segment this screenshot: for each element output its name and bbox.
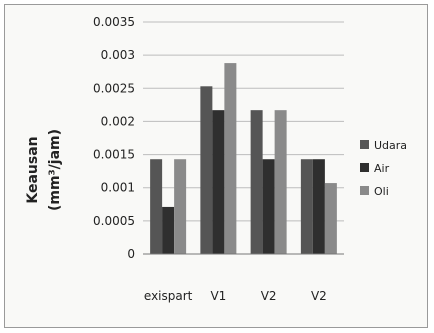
bars <box>150 63 337 255</box>
bar-air-3 <box>312 159 325 254</box>
legend-label-air: Air <box>374 162 390 175</box>
x-category-label: V2 <box>311 289 327 303</box>
legend-swatch-oli <box>360 186 369 195</box>
x-category-label: V2 <box>261 289 277 303</box>
y-tick-label: 0.0025 <box>93 81 135 95</box>
x-category-label: V1 <box>210 289 226 303</box>
y-tick-label: 0.002 <box>101 114 135 128</box>
bar-udara-1 <box>200 86 213 254</box>
x-category-label: exispart <box>144 289 193 303</box>
bar-oli-0 <box>174 159 187 254</box>
bar-oli-2 <box>274 110 287 254</box>
y-tick-label: 0.003 <box>101 48 135 62</box>
legend: Udara Air Oli <box>360 139 407 198</box>
legend-swatch-udara <box>360 140 369 149</box>
y-axis-label-line1: Keausan <box>25 136 41 203</box>
legend-label-oli: Oli <box>374 185 389 198</box>
bar-udara-0 <box>150 159 163 254</box>
bar-air-0 <box>162 206 175 254</box>
legend-label-udara: Udara <box>374 139 407 152</box>
y-axis-label-line2: (mm³/jam) <box>47 129 63 211</box>
bar-air-2 <box>262 159 275 254</box>
x-category-labels: exispart V1 V2 V2 <box>144 289 327 303</box>
bar-udara-2 <box>250 110 263 254</box>
legend-swatch-air <box>360 163 369 172</box>
bar-oli-1 <box>224 63 237 255</box>
y-tick-label: 0.001 <box>101 181 135 195</box>
y-axis-label: Keausan (mm³/jam) <box>25 129 63 211</box>
bar-oli-3 <box>324 183 337 254</box>
y-tick-label: 0.0035 <box>93 15 135 29</box>
y-tick-labels: 0 0.0005 0.001 0.0015 0.002 0.0025 0.003 0.0035 <box>93 15 135 261</box>
y-tick-label: 0.0015 <box>93 148 135 162</box>
bar-udara-3 <box>300 159 313 254</box>
y-tick-label: 0.0005 <box>93 214 135 228</box>
bar-air-1 <box>212 110 225 254</box>
y-tick-label: 0 <box>127 247 135 261</box>
